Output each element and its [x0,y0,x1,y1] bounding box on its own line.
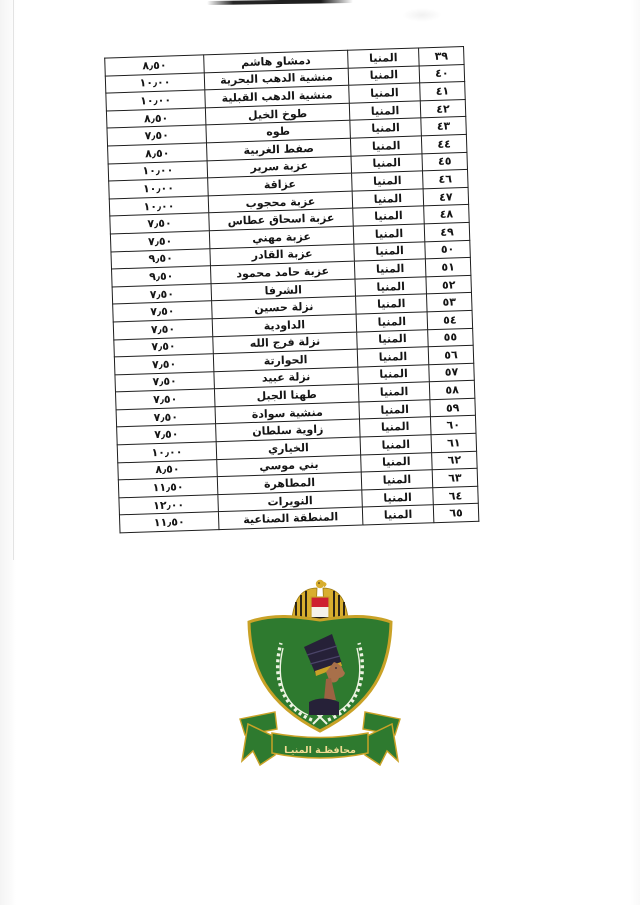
minya-governorate-emblem: محافظـة المنيـا [238,576,402,786]
page-left-edge-shadow [0,0,16,905]
row-number-cell: ٦٥ [433,503,479,523]
governorate-cell: المنيا [353,241,426,262]
governorate-cell: المنيا [359,417,432,438]
value-cell: ١١٫٥٠ [119,512,219,533]
governorate-cell: المنيا [357,346,429,367]
row-number-cell: ٥٤ [427,310,473,330]
governorate-cell: المنيا [361,469,433,490]
scan-smudge [402,8,442,22]
row-number-cell: ٤٧ [423,187,469,207]
emblem-caption: محافظـة المنيـا [284,745,356,756]
emblem-graphic: محافظـة المنيـا [239,579,401,767]
governorate-cell: المنيا [354,276,427,297]
governorate-cell: المنيا [355,294,428,314]
governorate-cell: المنيا [358,382,430,402]
governorate-cell: المنيا [350,135,422,156]
row-number-cell: ٦١ [431,433,477,453]
minya-areas-table: ٣٩ المنيا دمشاو هاشم ٨٫٥٠ ٤٠ المنيا منشية الده… [104,46,479,533]
governorate-cell: المنيا [348,83,421,103]
row-number-cell: ٤٦ [422,169,469,189]
row-number-cell: ٦٠ [430,415,477,435]
row-number-cell: ٣٩ [418,46,465,66]
row-number-cell: ٥٣ [426,292,473,312]
governorate-cell: المنيا [348,65,420,86]
area-name-cell: المنطقة الصناعية [218,507,363,530]
ribbon-banner: محافظـة المنيـا [240,722,400,767]
row-number-cell: ٥٢ [425,275,472,295]
governorate-cell: المنيا [349,100,421,121]
row-number-cell: ٤٠ [419,64,465,84]
governorate-cell: المنيا [349,118,422,139]
cutoff-border-fragment [206,0,354,5]
governorate-cell: المنيا [361,487,434,508]
governorate-cell: المنيا [350,153,423,174]
governorate-cell: المنيا [353,223,425,244]
row-number-cell: ٥١ [425,257,471,277]
governorate-cell: المنيا [347,47,420,68]
nefertiti-icon [304,634,345,715]
governorate-cell: المنيا [362,505,434,526]
row-number-cell: ٥٥ [427,327,474,347]
governorate-cell: المنيا [356,329,429,350]
row-number-cell: ٦٣ [432,468,478,488]
row-number-cell: ٥٠ [424,239,471,259]
row-number-cell: ٦٤ [432,486,479,506]
row-number-cell: ٤٤ [421,134,467,154]
row-number-cell: ٤٢ [420,99,466,119]
governorate-cell: المنيا [358,399,431,420]
row-number-cell: ٥٩ [429,398,476,418]
minya-table-body: ٣٩ المنيا دمشاو هاشم ٨٫٥٠ ٤٠ المنيا منشية الده… [104,46,479,533]
governorate-cell: المنيا [360,452,433,473]
row-number-cell: ٥٦ [428,345,474,365]
row-number-cell: ٤٩ [424,222,470,242]
row-number-cell: ٤٣ [420,116,467,136]
page-left-edge-line [13,0,14,560]
governorate-cell: المنيا [352,188,424,209]
row-number-cell: ٤٥ [421,151,468,172]
row-number-cell: ٤٨ [423,204,470,224]
governorate-cell: المنيا [356,311,428,332]
governorate-cell: المنيا [352,206,425,227]
rates-table-container: ٣٩ المنيا دمشاو هاشم ٨٫٥٠ ٤٠ المنيا منشية الده… [104,46,479,533]
governorate-cell: المنيا [351,171,424,191]
governorate-cell: المنيا [357,364,430,385]
governorate-cell: المنيا [360,434,432,455]
row-number-cell: ٥٧ [428,363,475,383]
row-number-cell: ٦٢ [431,450,478,470]
row-number-cell: ٥٨ [429,380,475,400]
row-number-cell: ٤١ [419,81,466,101]
governorate-cell: المنيا [354,258,426,279]
page-right-edge-shadow [630,0,640,905]
